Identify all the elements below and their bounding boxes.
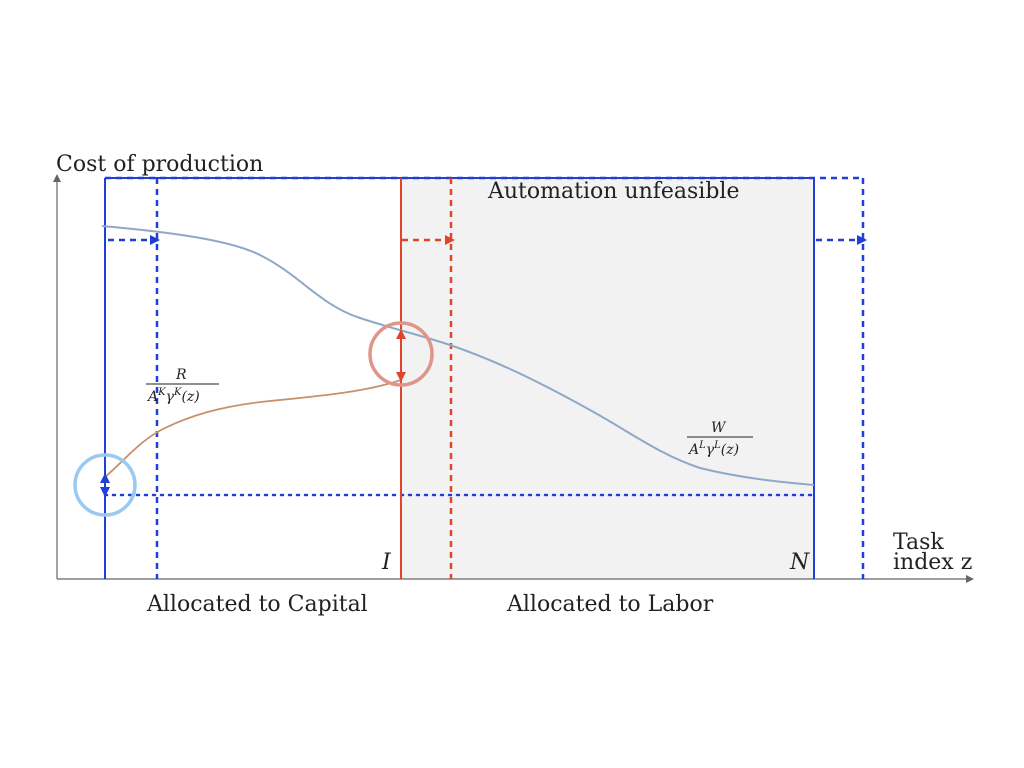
labor-cost-formula: W ALγL(z)	[687, 420, 753, 458]
capital-cost-curve	[104, 379, 402, 478]
capital-formula-numerator: R	[175, 367, 187, 383]
capital-formula-denominator: AKγK(z)	[146, 387, 200, 405]
labor-region-shade	[401, 178, 814, 579]
automation-unfeasible-label: Automation unfeasible	[487, 179, 740, 204]
capital-cost-gap-circle	[73, 453, 137, 517]
cost-crossing-circle	[368, 321, 434, 387]
y-axis-label: Cost of production	[56, 152, 263, 177]
labor-cost-curve	[101, 225, 815, 486]
allocated-labor-label: Allocated to Labor	[506, 592, 714, 617]
threshold-I-label: I	[381, 550, 392, 575]
capital-cost-formula: R AKγK(z)	[146, 367, 219, 405]
threshold-N-label: N	[789, 550, 810, 575]
x-axis-label-index: index z	[893, 550, 972, 575]
x-axis-label-task: Task	[893, 530, 944, 555]
labor-formula-denominator: ALγL(z)	[687, 440, 739, 458]
labor-formula-numerator: W	[711, 420, 727, 436]
allocated-capital-label: Allocated to Capital	[146, 592, 368, 617]
